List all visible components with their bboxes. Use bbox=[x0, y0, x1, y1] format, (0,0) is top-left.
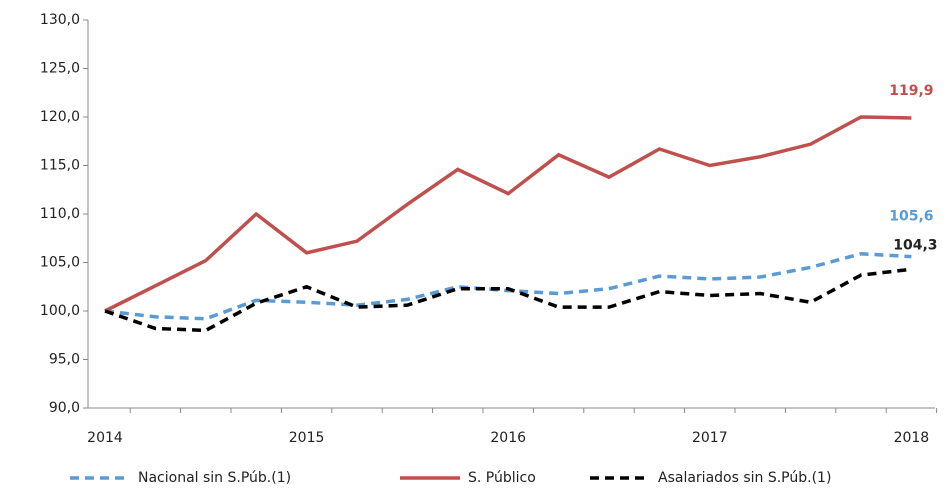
x-tick-label: 2015 bbox=[289, 430, 325, 446]
y-tick-label: 105,0 bbox=[40, 255, 80, 271]
y-tick-label: 110,0 bbox=[40, 206, 80, 222]
data-label: 105,6 bbox=[889, 209, 933, 225]
series-line bbox=[104, 115, 912, 313]
y-tick-label: 90,0 bbox=[49, 400, 80, 416]
y-tick-label: 125,0 bbox=[40, 61, 80, 77]
series-line bbox=[104, 252, 912, 321]
y-tick-label: 120,0 bbox=[40, 109, 80, 125]
data-label: 104,3 bbox=[893, 237, 937, 253]
y-tick-label: 95,0 bbox=[49, 352, 80, 368]
legend-label: Nacional sin S.Púb.(1) bbox=[138, 470, 291, 486]
x-tick-label: 2014 bbox=[87, 430, 123, 446]
x-tick-label: 2016 bbox=[490, 430, 526, 446]
x-tick-label: 2018 bbox=[894, 430, 930, 446]
y-tick-label: 130,0 bbox=[40, 12, 80, 28]
legend-label: Asalariados sin S.Púb.(1) bbox=[658, 470, 831, 486]
y-tick-label: 115,0 bbox=[40, 158, 80, 174]
y-tick-label: 100,0 bbox=[40, 303, 80, 319]
series-line bbox=[104, 267, 912, 333]
data-label: 119,9 bbox=[889, 83, 933, 99]
legend-label: S. Público bbox=[468, 470, 536, 486]
x-tick-label: 2017 bbox=[692, 430, 728, 446]
